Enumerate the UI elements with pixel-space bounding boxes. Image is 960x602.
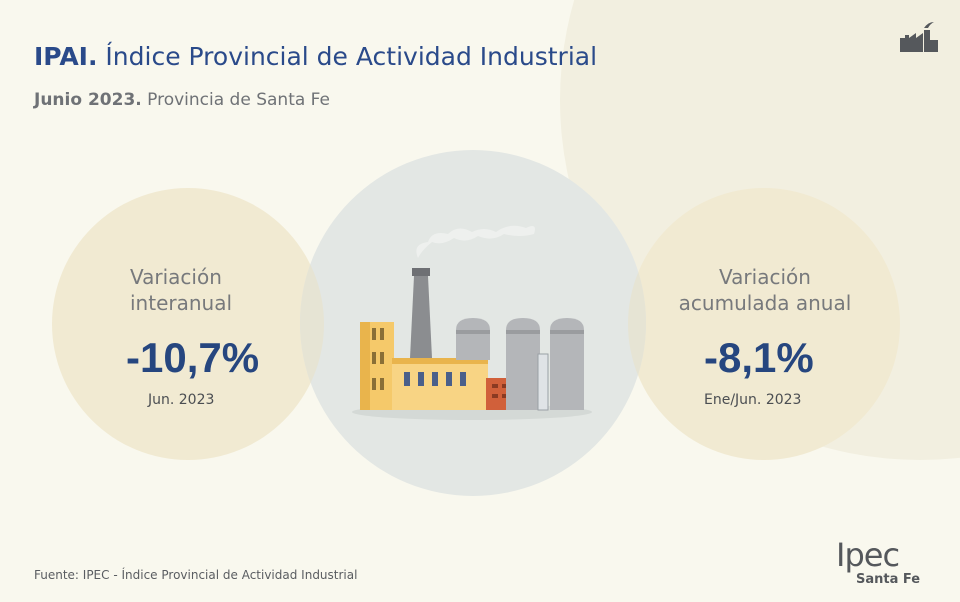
subtitle-rest: Provincia de Santa Fe (141, 90, 330, 110)
factory-illustration-icon (352, 225, 592, 420)
left-value: -10,7% (126, 334, 260, 381)
page-subtitle: Junio 2023. Provincia de Santa Fe (34, 90, 330, 110)
title-rest: Índice Provincial de Actividad Industria… (97, 42, 598, 71)
factory-icon (900, 22, 938, 52)
logo-word: Ipec (836, 536, 900, 574)
right-period: Ene/Jun. 2023 (704, 392, 802, 408)
left-circle (52, 188, 324, 460)
right-label-line1: Variación (719, 265, 811, 289)
right-label-line2: acumulada anual (678, 291, 852, 315)
right-value: -8,1% (704, 334, 814, 381)
logo-sub: Santa Fe (856, 572, 921, 587)
ipec-logo: Ipec Santa Fe (836, 536, 926, 592)
left-label: Variación interanual (130, 264, 232, 316)
title-bold: IPAI. (34, 42, 98, 71)
right-circle (628, 188, 900, 460)
subtitle-bold: Junio 2023. (34, 90, 142, 110)
left-label-line2: interanual (130, 291, 233, 315)
right-label: Variación acumulada anual (668, 264, 862, 316)
source-note: Fuente: IPEC - Índice Provincial de Acti… (34, 568, 358, 582)
left-label-line1: Variación (130, 265, 222, 289)
page-title: IPAI. Índice Provincial de Actividad Ind… (34, 42, 597, 71)
left-period: Jun. 2023 (148, 392, 215, 408)
